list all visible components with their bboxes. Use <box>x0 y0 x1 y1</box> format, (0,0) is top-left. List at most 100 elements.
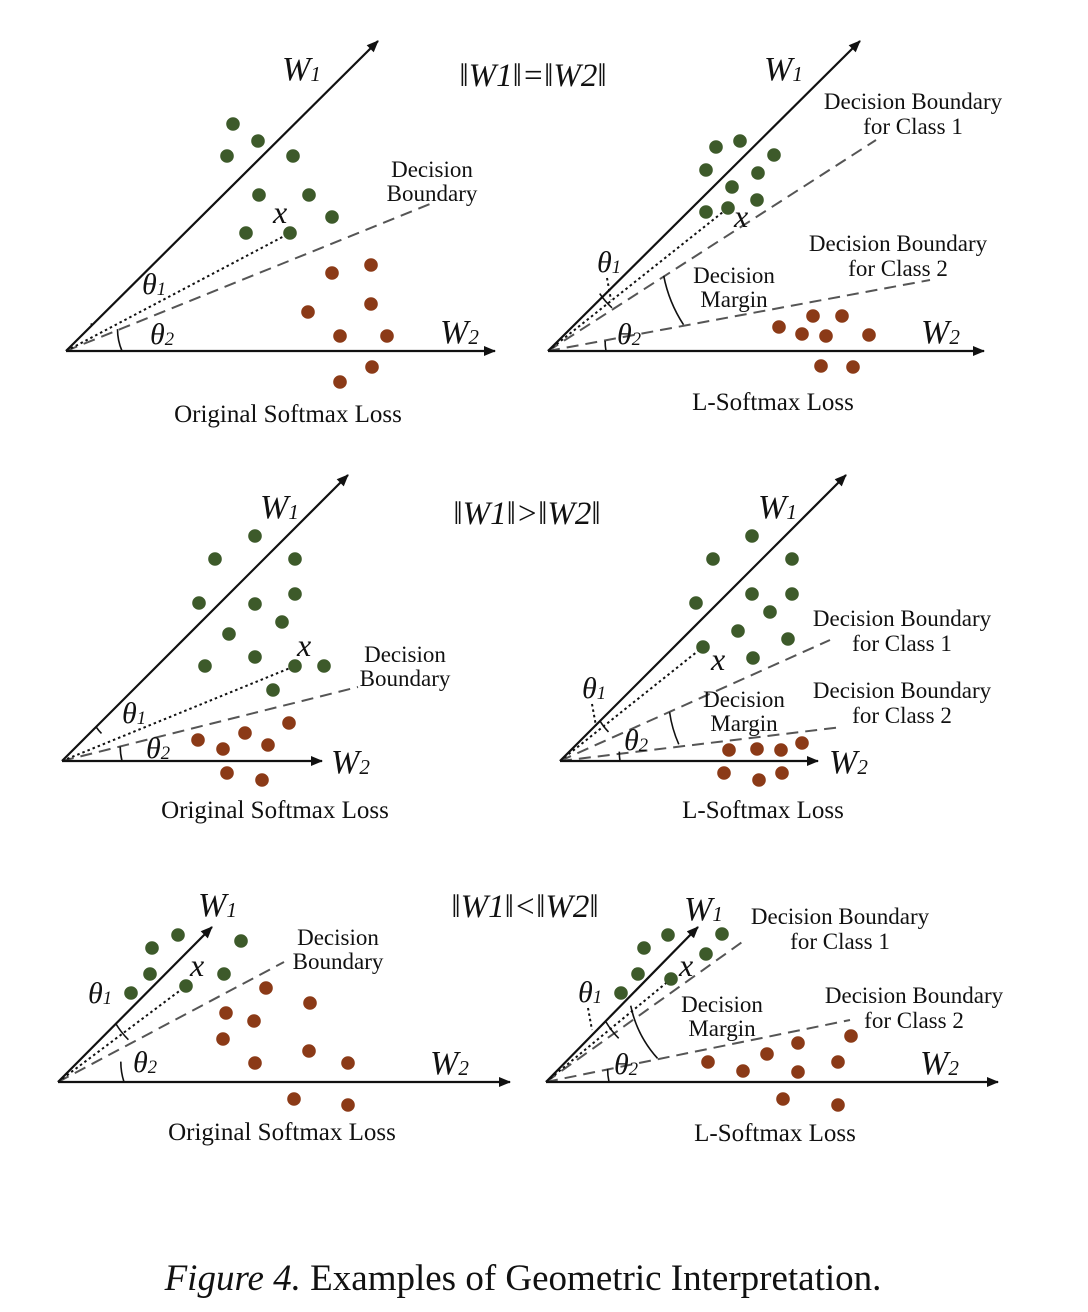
class2-point <box>216 742 230 756</box>
theta1-pointer <box>587 1007 593 1031</box>
decision-margin-arc <box>662 275 685 326</box>
feature-vector-x <box>57 985 187 1083</box>
theta1-arc <box>599 293 613 309</box>
class1-point <box>750 193 764 207</box>
decision-boundary-class2-label: Decision Boundary <box>809 231 988 256</box>
decision-margin-arc <box>629 1005 659 1059</box>
class1-point <box>664 972 678 986</box>
class1-point <box>696 640 710 654</box>
class1-point <box>288 587 302 601</box>
w2-label: W2 <box>921 314 960 351</box>
theta2-arc <box>618 751 621 762</box>
class1-point <box>171 928 185 942</box>
w1-vector <box>57 926 213 1083</box>
class1-point <box>192 596 206 610</box>
theta2-label: θ2 <box>150 318 174 351</box>
theta1-label: θ1 <box>582 672 606 705</box>
class2-point <box>333 375 347 389</box>
decision-margin-label-line2: Margin <box>710 711 778 736</box>
class2-point <box>717 766 731 780</box>
decision-boundary-line <box>57 961 285 1083</box>
x-label: x <box>272 194 287 230</box>
class1-point <box>208 552 222 566</box>
theta2-arc <box>604 340 607 352</box>
w2-label: W2 <box>430 1045 469 1082</box>
feature-vector-x <box>545 978 672 1083</box>
class1-point <box>725 180 739 194</box>
decision-boundary-class1-label: Decision Boundary <box>824 89 1003 114</box>
x-label: x <box>733 198 748 234</box>
class2-point <box>752 773 766 787</box>
theta2-arc <box>119 746 123 762</box>
class2-point <box>750 742 764 756</box>
class2-point <box>795 327 809 341</box>
class1-point <box>283 226 297 240</box>
class2-point <box>806 309 820 323</box>
class2-point <box>831 1098 845 1112</box>
w2-label: W2 <box>331 744 370 781</box>
x-label: x <box>710 641 725 677</box>
decision-boundary-class1-line <box>545 939 746 1083</box>
original-softmax-caption: Original Softmax Loss <box>174 401 402 428</box>
class1-point <box>266 683 280 697</box>
class2-point <box>844 1029 858 1043</box>
class1-point <box>239 226 253 240</box>
class1-point <box>637 941 651 955</box>
class1-point <box>721 201 735 215</box>
class1-point <box>288 659 302 673</box>
theta1-label: θ1 <box>122 697 146 730</box>
x-label: x <box>296 627 311 663</box>
class1-point <box>699 163 713 177</box>
class1-point <box>302 188 316 202</box>
class1-point <box>217 967 231 981</box>
class1-point <box>781 632 795 646</box>
class2-point <box>238 726 252 740</box>
class1-point <box>731 624 745 638</box>
class1-point <box>746 651 760 665</box>
decision-margin-label-line1: Decision <box>703 687 785 712</box>
for-class1-label: for Class 1 <box>852 631 952 656</box>
class1-point <box>785 587 799 601</box>
theta1-label: θ1 <box>597 246 621 279</box>
class1-point <box>248 529 262 543</box>
class2-point <box>259 981 273 995</box>
class2-point <box>835 309 849 323</box>
class2-point <box>325 266 339 280</box>
class1-point <box>252 188 266 202</box>
w1-label: W1 <box>764 51 803 88</box>
class2-point <box>722 743 736 757</box>
class2-point <box>219 1006 233 1020</box>
l-softmax-caption: L-Softmax Loss <box>692 389 854 416</box>
class1-point <box>733 134 747 148</box>
decision-boundary-class1-label: Decision Boundary <box>751 904 930 929</box>
class2-point <box>333 329 347 343</box>
decision-label: Decision <box>297 925 379 950</box>
class2-point <box>248 1056 262 1070</box>
w1-vector <box>547 40 861 352</box>
x-label: x <box>189 947 204 983</box>
decision-boundary-line <box>61 686 359 762</box>
w1-label: W1 <box>282 51 321 88</box>
theta2-label: θ2 <box>617 318 641 351</box>
class2-point <box>282 716 296 730</box>
theta1-arc <box>115 1023 129 1041</box>
decision-boundary-class2-line <box>559 726 843 762</box>
theta2-arc <box>606 1068 610 1083</box>
class1-point <box>699 947 713 961</box>
class2-point <box>380 329 394 343</box>
norm-equal-title: ‖W1‖=‖W2‖ <box>459 58 606 94</box>
theta2-arc <box>119 1061 125 1083</box>
class1-point <box>767 148 781 162</box>
class2-point <box>772 320 786 334</box>
class2-point <box>220 766 234 780</box>
norm-less-title: ‖W1‖<‖W2‖ <box>451 889 598 925</box>
class2-point <box>701 1055 715 1069</box>
theta2-label: θ2 <box>146 732 170 765</box>
decision-margin-label-line2: Margin <box>688 1016 756 1041</box>
for-class1-label: for Class 1 <box>790 929 890 954</box>
class1-point <box>288 552 302 566</box>
class2-point <box>846 360 860 374</box>
